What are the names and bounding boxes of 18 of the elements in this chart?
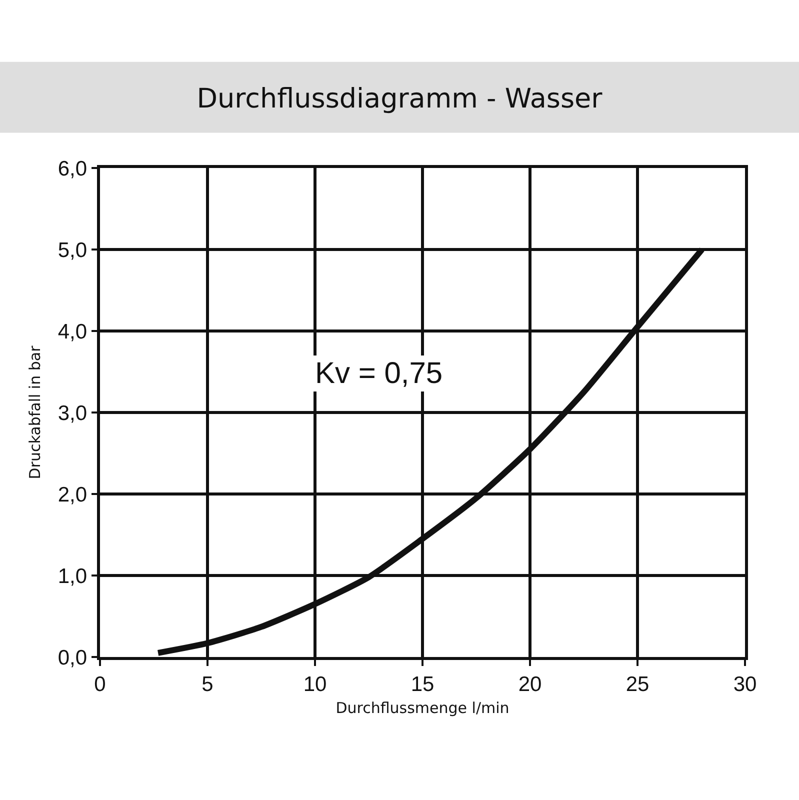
y-tick-label: 5,0 [58, 238, 88, 262]
y-tick-label: 3,0 [58, 402, 88, 425]
x-axis-title: Durchflussmenge l/min [336, 698, 510, 717]
x-tick-label: 25 [626, 672, 650, 696]
x-tick-label: 10 [303, 672, 327, 696]
x-tick-label: 0 [94, 672, 106, 696]
y-tick-label: 1,0 [58, 564, 88, 588]
x-tick-label: 20 [518, 672, 542, 696]
y-axis-title: Druckabfall in bar [26, 344, 44, 480]
x-tick-label: 30 [733, 672, 757, 696]
annotation: Kv = 0,75 [315, 357, 443, 390]
y-tick-label: 6,0 [58, 157, 88, 180]
y-tick-label: 4,0 [58, 320, 88, 344]
y-tick-label: 2,0 [58, 483, 88, 506]
x-tick-label: 5 [202, 672, 214, 696]
x-tick-label: 15 [410, 672, 434, 696]
y-tick-label: 0,0 [58, 646, 88, 670]
chart-title: Durchflussdiagramm - Wasser [196, 83, 604, 114]
